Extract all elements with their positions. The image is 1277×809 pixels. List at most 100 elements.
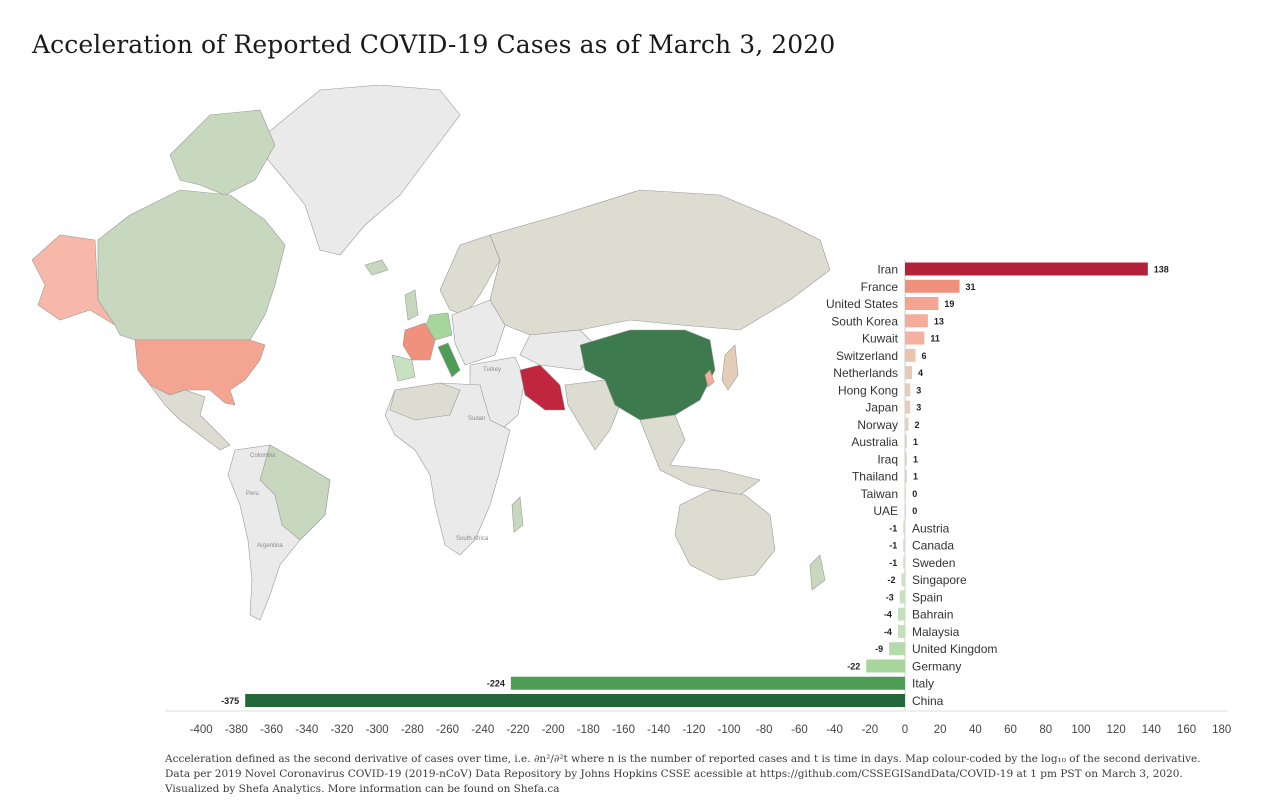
category-label: Kuwait: [862, 332, 899, 346]
footnote-credit: Visualized by Shefa Analytics. More info…: [165, 783, 560, 795]
bar-switzerland: [905, 348, 916, 362]
value-label: 1: [913, 472, 918, 482]
footnote-definition: Acceleration defined as the second deriv…: [165, 753, 1201, 765]
x-tick-label: -100: [718, 724, 741, 736]
map-italy: [437, 342, 461, 378]
x-tick-label: -400: [190, 724, 213, 736]
value-label: -4: [884, 610, 892, 620]
value-label: 0: [912, 506, 917, 516]
bar-netherlands: [905, 366, 913, 380]
map-uk: [404, 289, 419, 321]
map-central-asia: [519, 329, 601, 371]
bar-iran: [905, 262, 1148, 276]
value-label: 3: [916, 403, 921, 413]
value-label: -4: [884, 627, 892, 637]
x-tick-label: 20: [934, 724, 947, 736]
map-australia: [674, 489, 776, 581]
category-label: Bahrain: [912, 608, 953, 622]
bar-thailand: [905, 469, 907, 483]
map-russia: [489, 189, 831, 336]
map-canada: [97, 189, 286, 341]
value-label: 1: [913, 454, 918, 464]
x-tick-label: 40: [969, 724, 982, 736]
category-label: Taiwan: [861, 487, 898, 501]
map-china: [579, 329, 716, 421]
x-tick-label: -60: [791, 724, 808, 736]
category-label: Japan: [865, 401, 898, 415]
value-label: -1: [889, 523, 897, 533]
map-brazil: [259, 444, 331, 541]
bar-italy: [510, 676, 905, 690]
bar-south-korea: [905, 314, 928, 328]
map-label-sudan: Sudan: [468, 416, 485, 422]
value-label: 13: [934, 316, 944, 326]
map-south-korea: [704, 369, 715, 388]
map-southeast-asia: [639, 414, 761, 496]
x-tick-label: 80: [1039, 724, 1052, 736]
bar-norway: [905, 417, 909, 431]
map-madagascar: [511, 496, 524, 533]
bar-kuwait: [905, 331, 925, 345]
x-tick-label: 160: [1177, 724, 1196, 736]
category-label: Malaysia: [912, 625, 960, 639]
map-label-south-africa: South Africa: [456, 536, 489, 542]
bar-austria: [903, 521, 906, 535]
bar-taiwan: [905, 486, 907, 500]
bar-singapore: [901, 573, 905, 587]
x-tick-label: -20: [861, 724, 878, 736]
world-map: Turkey Colombia Peru Argentina South Afr…: [31, 85, 831, 621]
value-label: -9: [875, 644, 883, 654]
map-mexico: [149, 384, 231, 451]
category-label: South Korea: [831, 314, 898, 328]
x-tick-label: -380: [225, 724, 248, 736]
map-spain: [391, 354, 416, 382]
x-tick-label: -80: [756, 724, 773, 736]
value-label: 0: [912, 489, 917, 499]
category-label: UAE: [873, 504, 898, 518]
x-tick-label: -220: [506, 724, 529, 736]
value-label: 1: [913, 437, 918, 447]
x-tick-label: -180: [577, 724, 600, 736]
category-label: Iraq: [877, 452, 898, 466]
category-label: France: [861, 280, 899, 294]
value-label: 31: [966, 282, 976, 292]
value-label: 138: [1154, 265, 1169, 275]
value-label: -22: [847, 661, 860, 671]
map-iceland: [364, 259, 389, 276]
x-tick-label: 180: [1212, 724, 1231, 736]
x-tick-label: -280: [401, 724, 424, 736]
category-label: Thailand: [852, 470, 898, 484]
category-label: Hong Kong: [838, 383, 898, 397]
value-label: 2: [915, 420, 920, 430]
value-label: -224: [487, 679, 505, 689]
category-label: Canada: [912, 539, 954, 553]
category-label: Norway: [857, 418, 898, 432]
x-tick-label: 0: [902, 724, 908, 736]
category-label: Italy: [912, 677, 934, 691]
bar-japan: [905, 400, 911, 414]
map-greenland: [264, 85, 461, 256]
x-tick-label: 120: [1107, 724, 1126, 736]
map-new-zealand: [809, 554, 826, 591]
category-label: United Kingdom: [912, 642, 997, 656]
value-label: 6: [922, 351, 927, 361]
map-france: [402, 322, 436, 361]
map-label-turkey: Turkey: [483, 367, 501, 373]
bar-france: [905, 279, 960, 293]
bar-spain: [899, 590, 905, 604]
category-label: Austria: [912, 521, 950, 535]
x-tick-label: -40: [826, 724, 843, 736]
x-tick-label: 100: [1071, 724, 1090, 736]
map-germany: [425, 312, 453, 341]
x-tick-label: 60: [1004, 724, 1017, 736]
x-tick-label: 140: [1142, 724, 1161, 736]
category-label: Australia: [851, 435, 898, 449]
x-tick-label: -320: [330, 724, 353, 736]
bar-united-kingdom: [889, 642, 905, 656]
bar-hong-kong: [905, 383, 911, 397]
map-north-africa: [389, 382, 461, 421]
x-tick-label: -260: [436, 724, 459, 736]
category-label: Spain: [912, 590, 943, 604]
map-label-peru: Peru: [246, 491, 259, 497]
